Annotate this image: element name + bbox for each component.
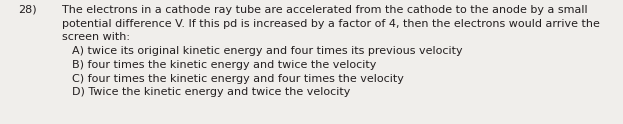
- Text: A) twice its original kinetic energy and four times its previous velocity: A) twice its original kinetic energy and…: [72, 46, 463, 57]
- Text: D) Twice the kinetic energy and twice the velocity: D) Twice the kinetic energy and twice th…: [72, 87, 350, 97]
- Text: 28): 28): [18, 5, 37, 15]
- Text: The electrons in a cathode ray tube are accelerated from the cathode to the anod: The electrons in a cathode ray tube are …: [62, 5, 600, 42]
- Text: B) four times the kinetic energy and twice the velocity: B) four times the kinetic energy and twi…: [72, 60, 376, 70]
- Text: C) four times the kinetic energy and four times the velocity: C) four times the kinetic energy and fou…: [72, 74, 404, 83]
